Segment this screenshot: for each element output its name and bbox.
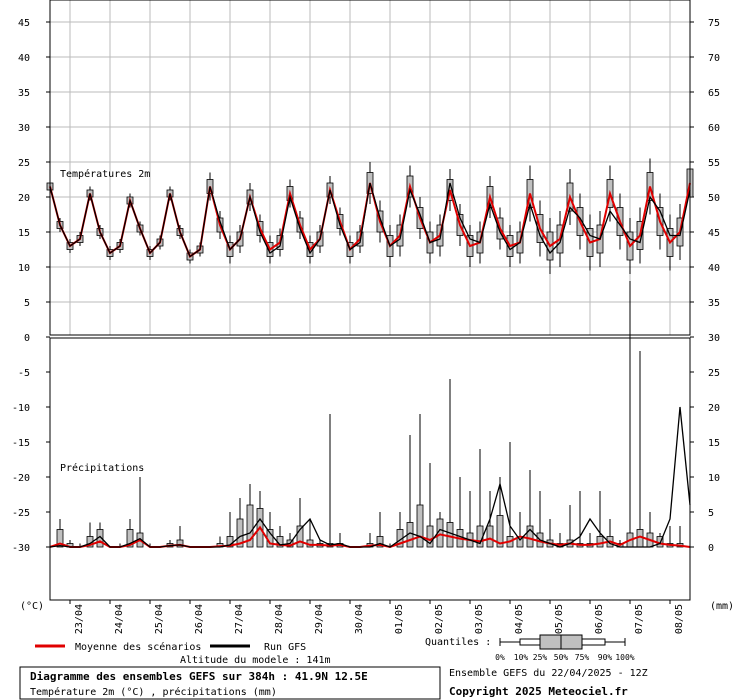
y-tick-label: -20	[12, 473, 30, 484]
box	[176, 539, 184, 548]
y-tick-label: 45	[708, 228, 720, 239]
y-tick-label: 10	[708, 473, 720, 484]
box	[486, 525, 494, 548]
legend-label: Moyenne des scénarios	[75, 641, 201, 653]
y-tick-label: 40	[708, 263, 720, 274]
quantile-label: 75%	[575, 653, 590, 662]
x-tick-label: 25/04	[154, 604, 165, 634]
box	[526, 525, 534, 548]
y-tick-label: 0	[708, 543, 714, 554]
y2-axis-label: (mm)	[710, 601, 734, 612]
y-tick-label: 25	[708, 368, 720, 379]
x-tick-label: 07/05	[634, 604, 645, 634]
y-tick-label: -10	[12, 403, 30, 414]
x-tick-label: 30/04	[354, 604, 365, 634]
y-tick-label: 50	[708, 193, 720, 204]
x-tick-label: 03/05	[474, 604, 485, 634]
x-tick-label: 27/04	[234, 604, 245, 634]
legend-label: Run GFS	[264, 642, 306, 653]
caption-box	[19, 666, 441, 700]
copyright: Copyright 2025 Meteociel.fr	[449, 685, 628, 698]
y-tick-label: 65	[708, 88, 720, 99]
box	[376, 536, 384, 548]
y-tick-label: 35	[708, 298, 720, 309]
y-tick-label: 20	[708, 403, 720, 414]
y-tick-label: 70	[708, 53, 720, 64]
box	[496, 515, 504, 548]
quantile-label: 90%	[598, 653, 613, 662]
x-tick-label: 04/05	[514, 604, 525, 634]
x-tick-label: 26/04	[194, 604, 205, 634]
box	[56, 529, 64, 548]
quantile-label: 25%	[533, 653, 548, 662]
x-tick-label: 29/04	[314, 604, 325, 634]
box	[596, 536, 604, 548]
quantile-label: 0%	[495, 653, 505, 662]
temperature-frame	[49, 0, 691, 336]
y-tick-label: 75	[708, 18, 720, 29]
quantile-label: 100%	[615, 653, 634, 662]
quantile-label: 50%	[554, 653, 569, 662]
y-tick-label: -30	[12, 543, 30, 554]
run-info: Ensemble GEFS du 22/04/2025 - 12Z	[449, 668, 648, 679]
y-tick-label: 20	[18, 193, 30, 204]
box	[126, 529, 134, 548]
quantile-labels: 0% 10% 25% 50% 75% 90% 100%	[495, 653, 635, 662]
x-tick-label: 06/05	[594, 604, 605, 634]
caption-subtitle: Température 2m (°C) , précipitations (mm…	[30, 686, 277, 698]
x-tick-label: 23/04	[74, 604, 85, 634]
precipitation-frame	[49, 337, 691, 601]
y-tick-label: 30	[708, 333, 720, 344]
y-tick-label: 10	[18, 263, 30, 274]
y-tick-label: 0	[24, 333, 30, 344]
series-line	[49, 406, 691, 548]
y-tick-label: -25	[12, 508, 30, 519]
box	[246, 504, 254, 548]
panel-title: Précipitations	[60, 462, 144, 474]
x-tick-label: 28/04	[274, 604, 285, 634]
y-axis-label: (°C)	[20, 601, 44, 612]
y-tick-label: -15	[12, 438, 30, 449]
y-tick-label: 5	[708, 508, 714, 519]
x-tick-label: 05/05	[554, 604, 565, 634]
marks	[46, 155, 694, 549]
y-tick-label: 40	[18, 53, 30, 64]
y-tick-label: 30	[18, 123, 30, 134]
x-tick-label: 01/05	[394, 604, 405, 634]
y-tick-label: 45	[18, 18, 30, 29]
y-tick-label: 55	[708, 158, 720, 169]
y-tick-label: 5	[24, 298, 30, 309]
y-tick-label: 35	[18, 88, 30, 99]
y-tick-label: 15	[708, 438, 720, 449]
box	[296, 525, 304, 548]
y-tick-label: 25	[18, 158, 30, 169]
grid: 23/04 24/04 25/04 26/04 27/04 28/04 29/04 30/04…	[12, 0, 720, 634]
quantile-glyph	[499, 634, 626, 650]
y-tick-label: 60	[708, 123, 720, 134]
x-tick-label: 24/04	[114, 604, 125, 634]
quantile-label: 10%	[514, 653, 529, 662]
caption-title: Diagramme des ensembles GEFS sur 384h : …	[30, 670, 368, 683]
altitude: Altitude du modele : 141m	[180, 655, 331, 666]
x-tick-label: 02/05	[434, 604, 445, 634]
x-tick-label: 08/05	[674, 604, 685, 634]
box	[426, 525, 434, 548]
quantiles-label: Quantiles :	[425, 637, 491, 648]
box	[236, 518, 244, 548]
series-line	[49, 182, 691, 258]
y-tick-label: -5	[18, 368, 30, 379]
y-tick-label: 15	[18, 228, 30, 239]
box	[416, 504, 424, 548]
panel-title: Températures 2m	[60, 168, 150, 180]
box	[446, 522, 454, 548]
